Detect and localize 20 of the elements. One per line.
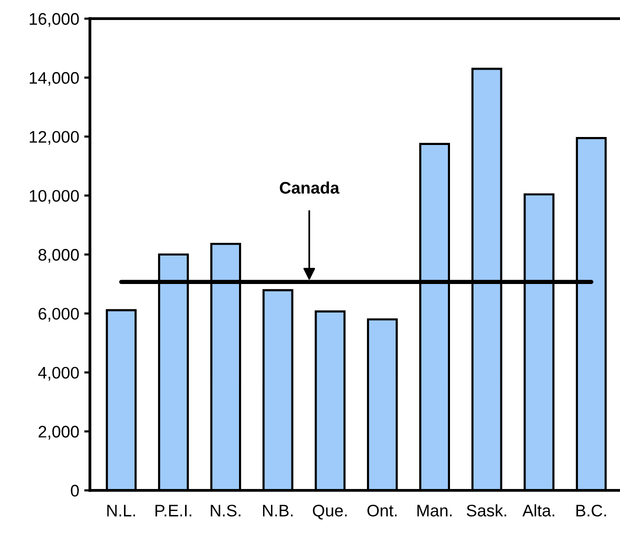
x-tick-label: N.S. xyxy=(210,504,240,516)
x-tick-label: N.L. xyxy=(107,504,135,516)
y-tick-label: 0 xyxy=(70,484,79,497)
x-tick-label: Ont. xyxy=(367,504,397,516)
y-tick-label: 16,000 xyxy=(30,13,79,27)
y-tick-label: 8,000 xyxy=(38,248,79,263)
y-tick-label: 6,000 xyxy=(38,308,79,322)
y-tick-label: 2,000 xyxy=(38,426,79,440)
y-tick-label: 4,000 xyxy=(38,366,79,381)
y-tick-label: 12,000 xyxy=(30,130,79,145)
x-tick-label: B.C. xyxy=(576,504,606,516)
x-tick-label: Man. xyxy=(417,504,452,516)
x-tick-label: N.B. xyxy=(263,504,293,516)
x-tick-label: Que. xyxy=(312,504,347,520)
ref-line-label: Canada xyxy=(280,181,340,194)
x-tick-label: Sask. xyxy=(466,504,506,516)
x-tick-label: Alta. xyxy=(522,504,554,516)
x-tick-label: P.E.I. xyxy=(156,504,192,516)
y-tick-label: 10,000 xyxy=(30,190,79,204)
y-tick-label: 14,000 xyxy=(30,72,79,86)
